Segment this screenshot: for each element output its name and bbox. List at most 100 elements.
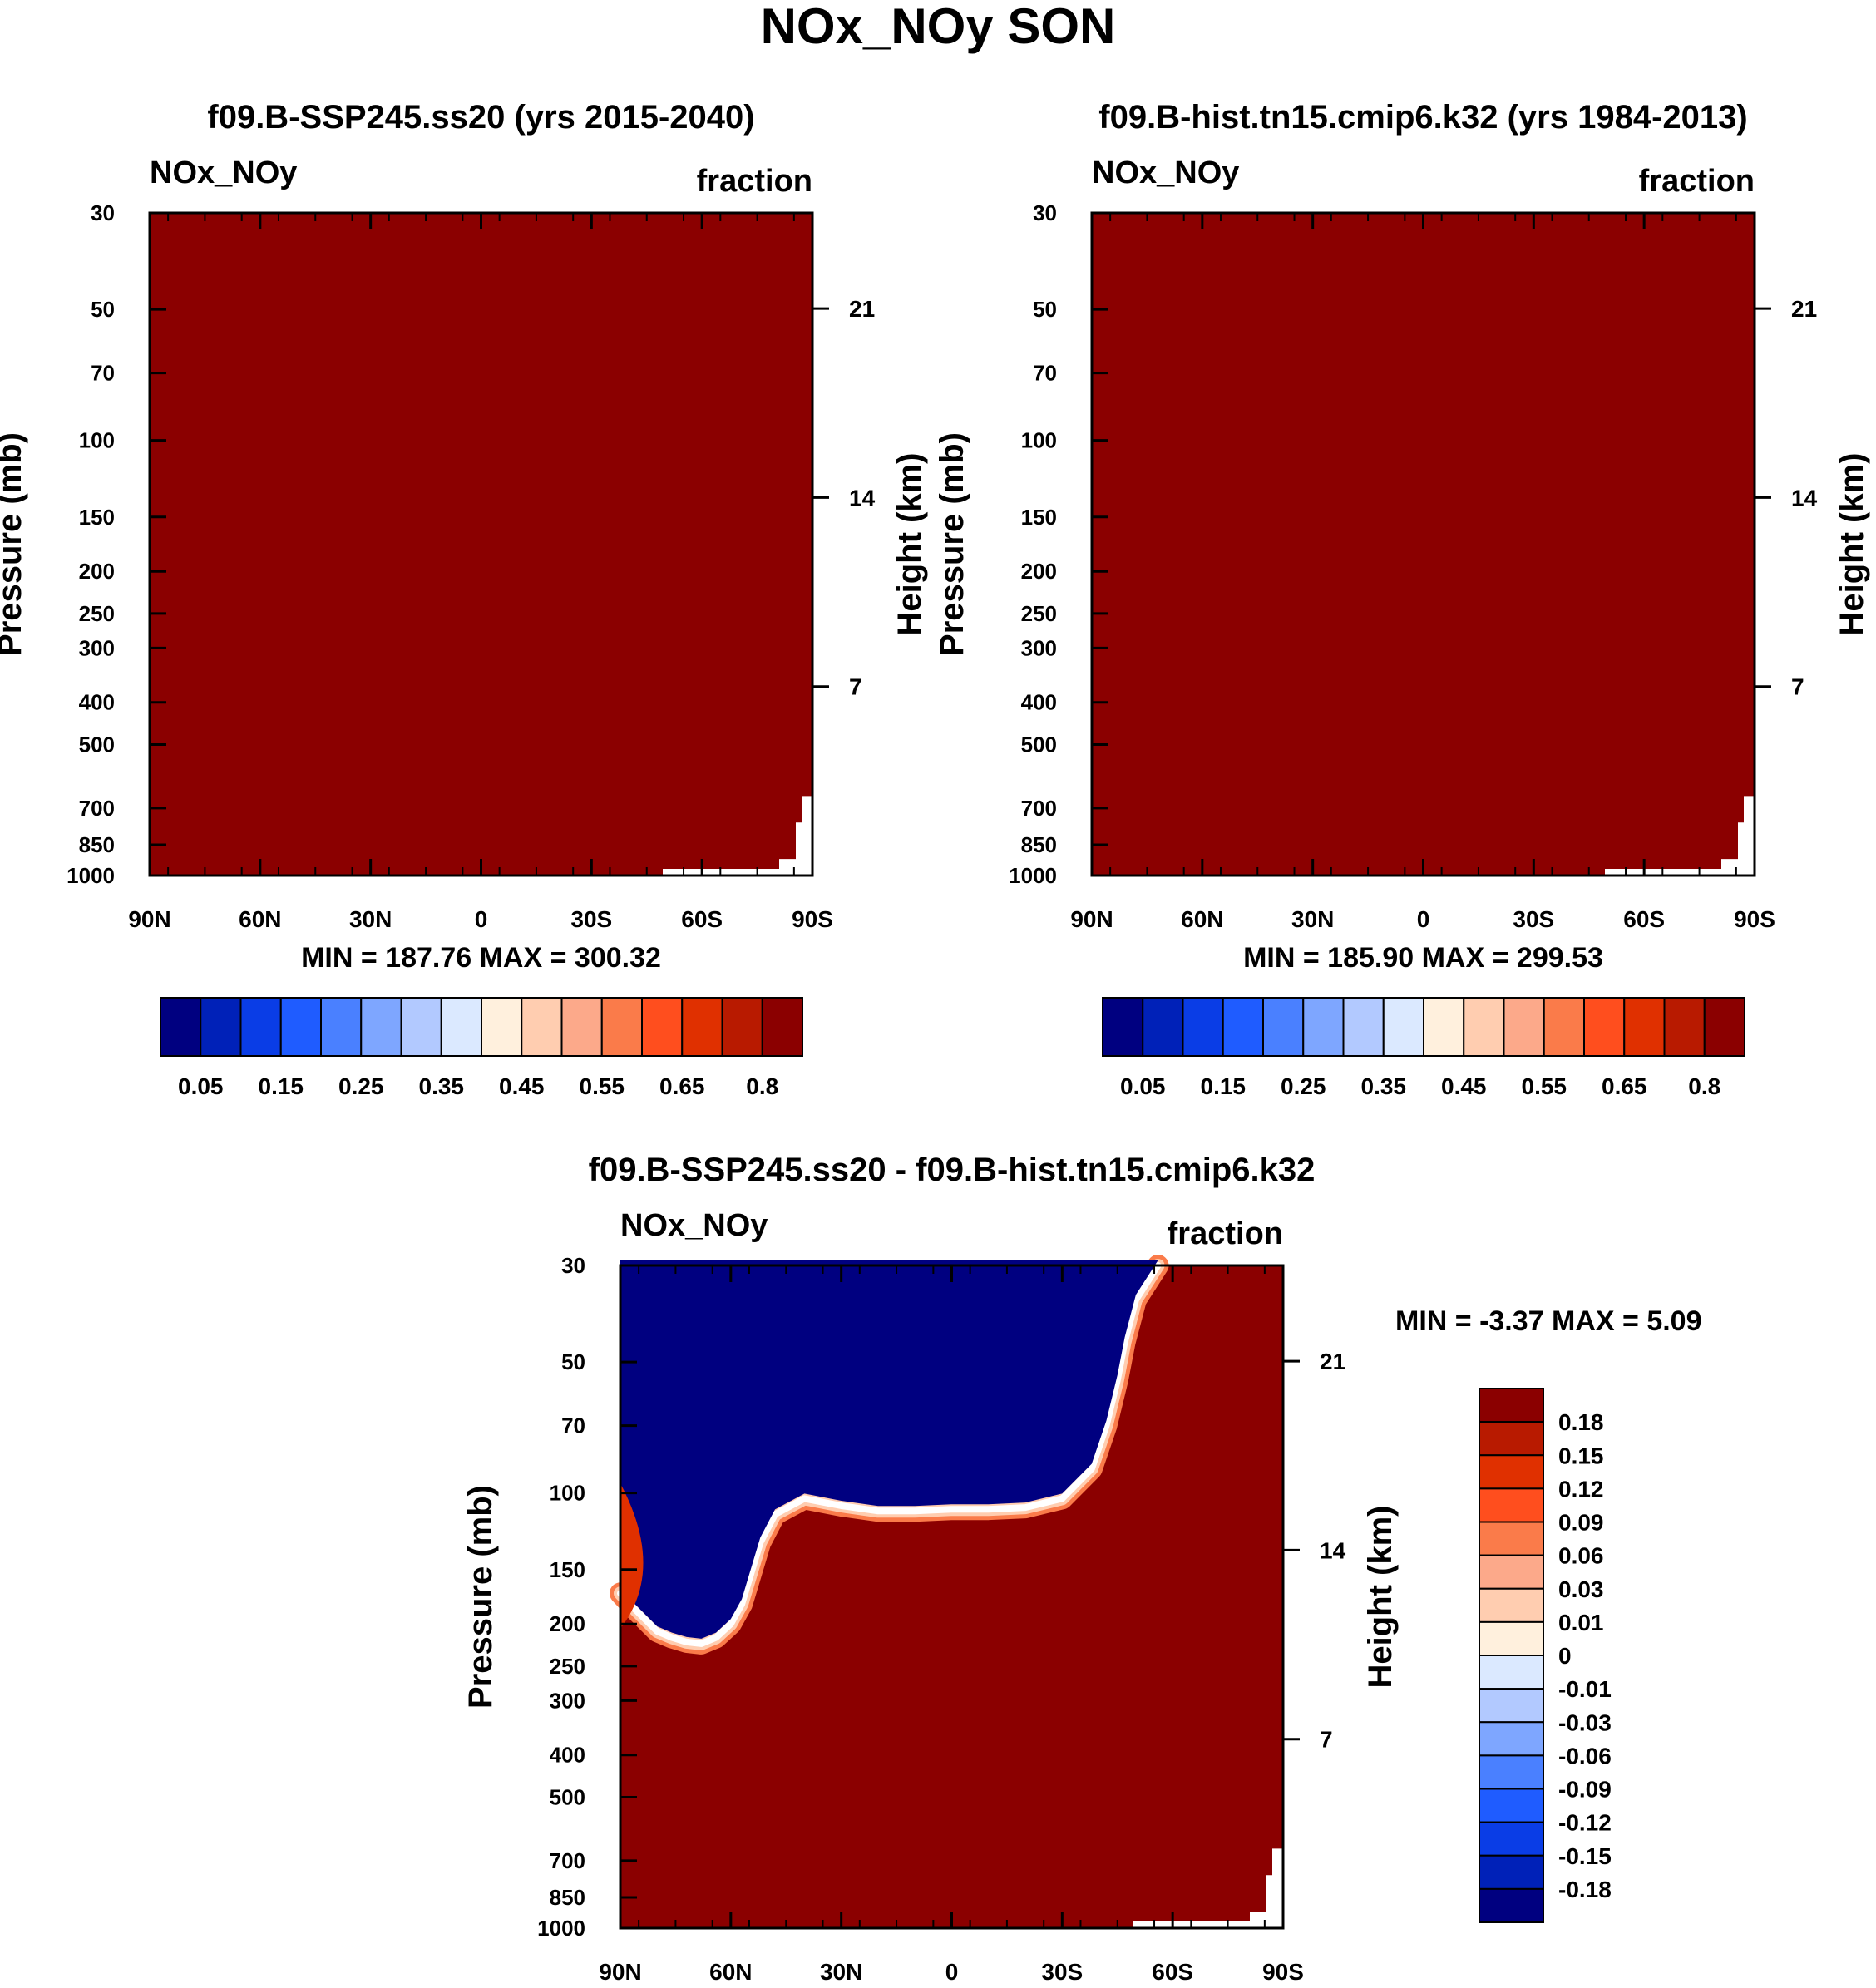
min-max-stats: MIN = 185.90 MAX = 299.53 xyxy=(1243,942,1603,974)
colorbar-label: -0.18 xyxy=(1558,1877,1612,1902)
x-tick-label: 30N xyxy=(820,1959,862,1985)
y-right-tick-label: 7 xyxy=(849,674,862,700)
missing-data xyxy=(1133,1848,1283,1928)
colorbar-label: 0.09 xyxy=(1558,1510,1604,1536)
colorbar-box xyxy=(1479,1655,1544,1690)
y-right-tick-label: 21 xyxy=(1791,296,1817,322)
colorbar-box xyxy=(1479,1821,1544,1857)
y-tick-label: 150 xyxy=(550,1557,585,1582)
colorbar-label: 0.06 xyxy=(1558,1543,1604,1569)
y-right-axis-label: Height (km) xyxy=(1362,1506,1399,1689)
colorbar-box xyxy=(1479,1587,1544,1623)
x-tick-label: 60N xyxy=(239,906,281,932)
y-tick-label: 50 xyxy=(561,1349,585,1374)
y-tick-label: 50 xyxy=(1033,297,1057,322)
colorbar-label: -0.01 xyxy=(1558,1676,1612,1702)
panel-difference: f09.B-SSP245.ss20 - f09.B-hist.tn15.cmip… xyxy=(462,1152,1702,1985)
colorbar-label: 0.05 xyxy=(1120,1073,1166,1099)
colorbar-label: 0.55 xyxy=(1522,1073,1567,1099)
panel-hist: f09.B-hist.tn15.cmip6.k32 (yrs 1984-2013… xyxy=(934,99,1870,1099)
colorbar-box xyxy=(1342,997,1385,1057)
colorbar-label: 0.12 xyxy=(1558,1476,1604,1502)
colorbar-box xyxy=(1479,1388,1544,1423)
panel-title: f09.B-SSP245.ss20 - f09.B-hist.tn15.cmip… xyxy=(589,1152,1316,1188)
y-tick-label: 150 xyxy=(1021,505,1057,530)
colorbar-box xyxy=(320,997,363,1057)
colorbar-box xyxy=(1479,1854,1544,1890)
figure-title: NOx_NOy SON xyxy=(761,0,1116,54)
colorbar-label: 0.8 xyxy=(1688,1073,1720,1099)
colorbar-box xyxy=(1463,997,1505,1057)
y-axis-label: Pressure (mb) xyxy=(0,432,28,656)
panel-title: f09.B-hist.tn15.cmip6.k32 (yrs 1984-2013… xyxy=(1098,99,1747,136)
colorbar-box xyxy=(600,997,643,1057)
y-tick-label: 300 xyxy=(550,1688,585,1713)
y-tick-label: 700 xyxy=(79,796,115,821)
x-tick-label: 90S xyxy=(1734,906,1775,932)
colorbar-box xyxy=(761,997,803,1057)
y-tick-label: 400 xyxy=(1021,690,1057,715)
transition-band-zero xyxy=(617,1262,1162,1647)
y-tick-label: 500 xyxy=(1021,732,1057,757)
y-tick-label: 200 xyxy=(79,559,115,584)
colorbar-label: 0.03 xyxy=(1558,1576,1604,1602)
x-tick-label: 90S xyxy=(1262,1959,1304,1985)
y-right-tick-label: 21 xyxy=(1320,1349,1345,1374)
variable-label: NOx_NOy xyxy=(1092,155,1239,190)
colorbar-box xyxy=(560,997,603,1057)
units-label: fraction xyxy=(1168,1216,1283,1251)
y-tick-label: 200 xyxy=(550,1611,585,1636)
y-axis-label: Pressure (mb) xyxy=(934,432,970,656)
y-tick-label: 250 xyxy=(1021,601,1057,626)
colorbar-label: -0.03 xyxy=(1558,1709,1612,1735)
colorbar-label: 0.35 xyxy=(419,1073,465,1099)
y-tick-label: 30 xyxy=(91,200,115,225)
colorbar-label: 0.55 xyxy=(580,1073,625,1099)
colorbar-box xyxy=(1663,997,1706,1057)
y-tick-label: 400 xyxy=(79,690,115,715)
x-tick-label: 60S xyxy=(1152,1959,1193,1985)
y-right-tick-label: 21 xyxy=(849,296,875,322)
y-tick-label: 250 xyxy=(79,601,115,626)
y-tick-label: 1000 xyxy=(537,1916,585,1941)
y-tick-label: 300 xyxy=(79,635,115,660)
colorbar-box xyxy=(1623,997,1666,1057)
colorbar-box xyxy=(1423,997,1465,1057)
field-fill xyxy=(150,213,812,876)
colorbar-label: 0.25 xyxy=(338,1073,384,1099)
y-right-tick-label: 7 xyxy=(1320,1727,1333,1753)
x-tick-label: 90N xyxy=(599,1959,641,1985)
colorbar-box xyxy=(1479,1788,1544,1823)
y-tick-label: 70 xyxy=(561,1413,585,1438)
colorbar-box xyxy=(1222,997,1264,1057)
colorbar-box xyxy=(1503,997,1545,1057)
colorbar-box xyxy=(1382,997,1424,1057)
y-right-tick-label: 14 xyxy=(1791,485,1818,511)
units-label: fraction xyxy=(697,164,812,199)
y-tick-label: 30 xyxy=(1033,200,1057,225)
y-tick-label: 1000 xyxy=(1009,863,1057,888)
colorbar-box xyxy=(1479,1554,1544,1590)
y-tick-label: 100 xyxy=(79,428,115,453)
y-right-axis-label: Height (km) xyxy=(1834,453,1870,636)
x-tick-label: 0 xyxy=(1417,906,1430,932)
y-right-tick-label: 7 xyxy=(1791,674,1804,700)
negative-region xyxy=(620,1260,1158,1639)
colorbar-label: 0.35 xyxy=(1361,1073,1407,1099)
colorbar-box xyxy=(440,997,482,1057)
y-tick-label: 70 xyxy=(1033,361,1057,386)
colorbar-label: 0.45 xyxy=(1441,1073,1487,1099)
y-tick-label: 400 xyxy=(550,1743,585,1768)
colorbar-box xyxy=(1479,1688,1544,1724)
colorbar-box xyxy=(1479,1754,1544,1790)
y-tick-label: 30 xyxy=(561,1253,585,1278)
colorbar-box xyxy=(1703,997,1745,1057)
colorbar-box xyxy=(1479,1421,1544,1457)
colorbar-label: 0.15 xyxy=(1201,1073,1247,1099)
colorbar-box xyxy=(1262,997,1305,1057)
x-tick-label: 30N xyxy=(349,906,392,932)
min-max-stats: MIN = -3.37 MAX = 5.09 xyxy=(1395,1305,1702,1337)
y-right-tick-label: 14 xyxy=(1320,1537,1346,1563)
colorbar-box xyxy=(279,997,322,1057)
y-tick-label: 200 xyxy=(1021,559,1057,584)
